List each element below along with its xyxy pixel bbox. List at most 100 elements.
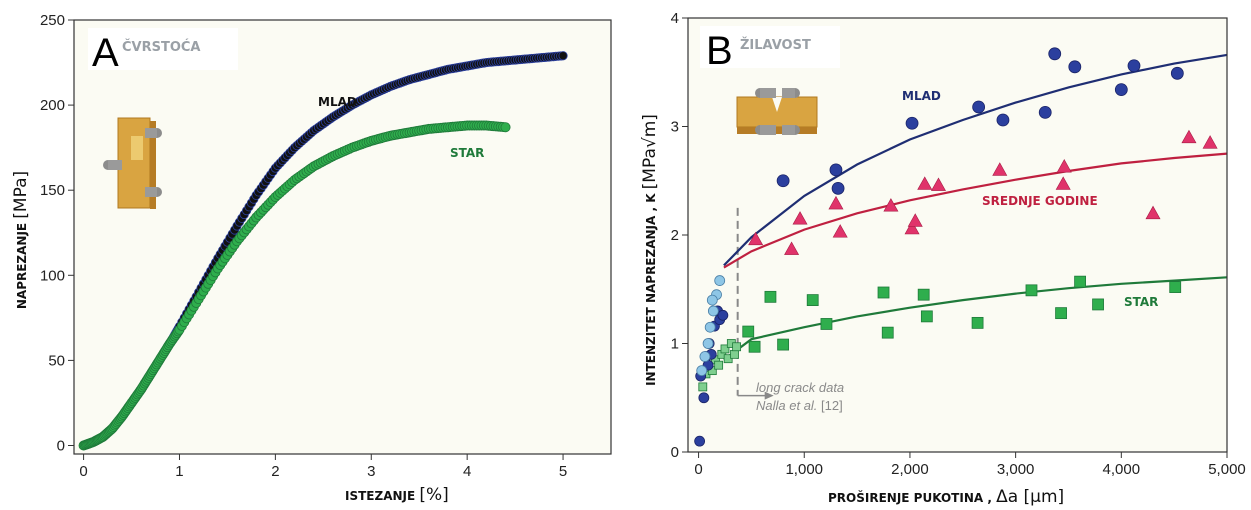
srednje-godine-point (1181, 129, 1197, 144)
panel-a-ytick-label: 100 (40, 267, 65, 284)
star-point (806, 294, 819, 307)
panel-a-frame (73, 19, 612, 455)
mlad-point (996, 113, 1010, 127)
panel-a-ytick-label: 200 (40, 97, 65, 114)
note-reference: Nalla et al. [12] (756, 398, 843, 413)
panel-b-xtick-label: 2,000 (891, 461, 929, 478)
srednje-godine-point (917, 176, 933, 190)
panel-a-ytick-label: 50 (48, 352, 65, 369)
mlad-short-point (698, 392, 710, 404)
mlad-point (558, 51, 568, 61)
panel-b-title: ŽILAVOST (740, 37, 811, 53)
panel-b: 0 1,000 2,000 3,000 4,000 5,000 0 1 2 3 4 B ŽILAVO… (640, 10, 1246, 507)
annotation-mlad-a: MLAD (318, 95, 357, 109)
srednje-godine-point (748, 231, 764, 246)
mlad-short-light-point (699, 351, 711, 362)
star-point (1055, 307, 1067, 320)
annotation-srednje-godine: SREDNJE GODINE (982, 194, 1098, 208)
star-point (1092, 298, 1104, 311)
srednje-godine-point (784, 241, 800, 255)
panel-a-xtick-label: 0 (79, 463, 87, 480)
mlad-short-light-point (707, 305, 719, 317)
mlad-short-light-point (706, 294, 718, 306)
panel-b-xtick-label: 0 (694, 461, 702, 478)
mlad-short-point (717, 309, 729, 321)
star-point (748, 340, 761, 353)
panel-a-xtick-label: 5 (559, 463, 567, 480)
srednje-godine-point (828, 195, 844, 210)
annotation-star-b: STAR (1124, 295, 1158, 309)
fracture-specimen-icon (736, 88, 818, 135)
panel-a-ylabel: NAPREZANJE [MPa] (11, 171, 31, 309)
panel-b-title-box (700, 26, 840, 68)
srednje-godine-point (1055, 176, 1071, 190)
panel-a-ytick-label: 0 (57, 437, 65, 454)
mlad-short-light-point (696, 365, 708, 377)
star-short-point (732, 342, 742, 352)
panel-b-ytick-label: 3 (671, 119, 679, 136)
mlad-short-light-point (704, 321, 716, 333)
mlad-point (972, 100, 986, 114)
mlad-point (1068, 60, 1082, 74)
star-point (764, 290, 777, 303)
star-point (881, 326, 894, 339)
mlad-point (831, 181, 845, 195)
panel-a-plot-area (74, 20, 611, 454)
srednje-godine-point (832, 224, 848, 238)
star-point (500, 122, 511, 133)
mlad-short-point (694, 435, 706, 447)
panel-a-ytick-label: 150 (40, 182, 65, 199)
panel-b-letter: B (706, 29, 733, 73)
panel-b-ytick-label: 0 (671, 444, 679, 461)
mlad-point (1114, 83, 1128, 97)
panel-a-letter: A (92, 31, 119, 75)
annotation-mlad-b: MLAD (902, 89, 941, 103)
mlad-fit-line (723, 53, 1228, 267)
mlad-point (905, 116, 919, 130)
panel-a-title-box (88, 28, 238, 70)
mlad-short-light-point (702, 338, 714, 349)
srednje-godine-point (1145, 205, 1161, 220)
note-long-crack-data: long crack data (756, 380, 844, 395)
panel-a-ytick-label: 250 (40, 12, 65, 29)
panel-b-xlabel: PROŠIRENJE PUKOTINA , Δa [µm] (828, 487, 1064, 507)
srednje-godine-point (992, 162, 1008, 176)
srednje-godine-point (792, 211, 808, 225)
panel-b-plot-area (688, 18, 1227, 452)
panel-b-ytick-label: 2 (671, 227, 679, 244)
panel-b-xtick-label: 3,000 (997, 461, 1035, 478)
star-short-point (730, 349, 739, 359)
long-crack-arrowhead-icon (764, 391, 774, 400)
srednje-godine-point (904, 220, 920, 235)
star-point (877, 286, 890, 299)
srednje-godine-point (1202, 135, 1218, 149)
srednje-godine-point (883, 198, 899, 212)
mlad-point (1127, 59, 1141, 73)
panel-b-xtick-label: 5,000 (1208, 461, 1246, 478)
star-point (920, 310, 933, 323)
star-short-point (698, 382, 708, 392)
star-point (777, 338, 790, 351)
mlad-short-light-point (714, 275, 726, 286)
star-point (1169, 281, 1182, 293)
panel-b-ytick-label: 1 (671, 336, 679, 353)
panel-a-xlabel: ISTEZANJE [%] (345, 485, 449, 505)
panel-a-xtick-label: 4 (463, 463, 471, 480)
annotation-star-a: STAR (450, 146, 484, 160)
srednje-godine-point (907, 213, 923, 227)
panel-b-xtick-label: 4,000 (1103, 461, 1141, 478)
panel-b-xtick-label: 1,000 (785, 461, 823, 478)
panel-b-ylabel: INTENZITET NAPREZANJA , K [MPa√m] (640, 114, 660, 386)
star-short-point (714, 360, 724, 370)
star-point (917, 288, 930, 301)
panel-b-frame (687, 17, 1228, 453)
mlad-point (1170, 66, 1184, 80)
mlad-point (1038, 105, 1052, 119)
star-short-point (720, 344, 730, 354)
star-point (971, 316, 984, 329)
mlad-point (1048, 47, 1062, 61)
srednje-godine-fit-line (723, 152, 1228, 269)
star-point (820, 318, 833, 330)
